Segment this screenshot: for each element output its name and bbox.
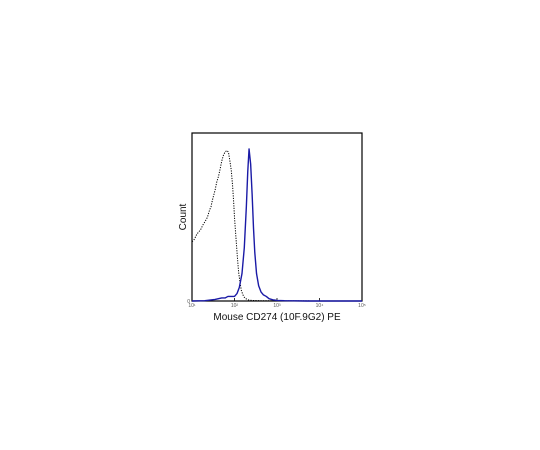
x-axis-label: Mouse CD274 (10F.9G2) PE	[213, 312, 341, 323]
series-layer	[191, 148, 362, 302]
y-axis-label: Count	[178, 203, 189, 230]
x-tick-label: 10⁴	[316, 303, 324, 309]
plot-frame	[191, 132, 363, 302]
series-line-dotted	[191, 150, 362, 302]
x-tick-label: 10²	[231, 303, 239, 309]
x-tick-label: 10³	[273, 303, 281, 309]
y-tick-label: 0	[187, 299, 190, 305]
x-tick-label: 10⁵	[358, 303, 366, 309]
series-line-solid	[191, 148, 362, 302]
y-axis-ticks: 0	[187, 299, 190, 305]
x-tick-label: 10¹	[188, 303, 196, 309]
